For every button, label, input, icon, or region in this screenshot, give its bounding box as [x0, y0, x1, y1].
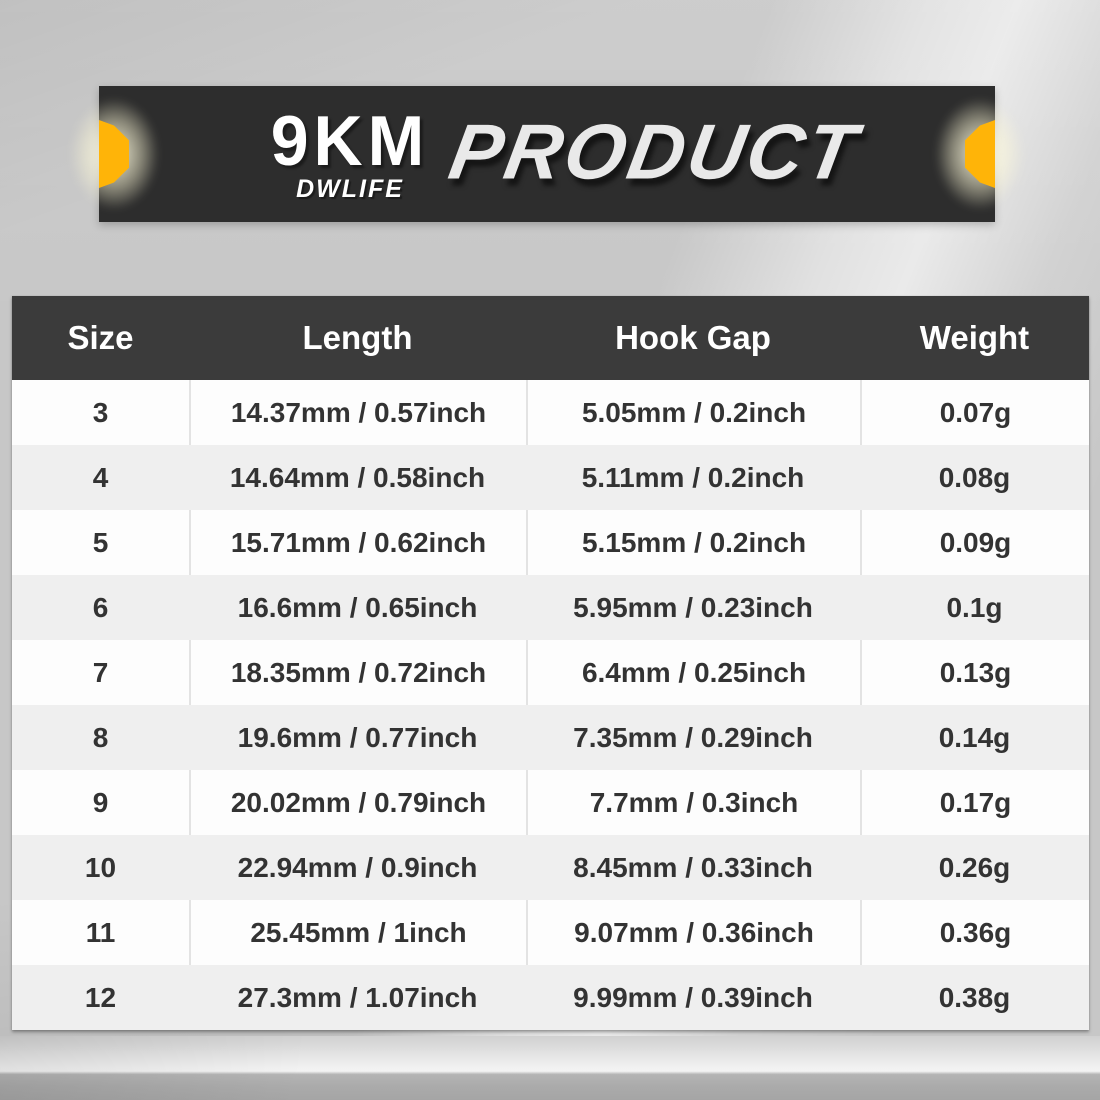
table-cell: 5.11mm / 0.2inch — [526, 445, 860, 510]
table-cell: 7.35mm / 0.29inch — [526, 705, 860, 770]
table-row: 6 16.6mm / 0.65inch 5.95mm / 0.23inch 0.1g — [12, 575, 1089, 640]
table-cell: 15.71mm / 0.62inch — [189, 510, 526, 575]
table-cell: 14.64mm / 0.58inch — [189, 445, 526, 510]
table-cell: 0.08g — [860, 445, 1089, 510]
table-cell: 9 — [12, 770, 189, 835]
table-row: 7 18.35mm / 0.72inch 6.4mm / 0.25inch 0.13g — [12, 640, 1089, 705]
table-header: Size Length Hook Gap Weight — [12, 296, 1089, 380]
table-cell: 6.4mm / 0.25inch — [526, 640, 860, 705]
brand-logo: 9KM DWLIFE — [195, 86, 505, 222]
table-row: 9 20.02mm / 0.79inch 7.7mm / 0.3inch 0.17g — [12, 770, 1089, 835]
table-cell: 0.09g — [860, 510, 1089, 575]
column-header-size: Size — [12, 296, 189, 380]
table-cell: 9.07mm / 0.36inch — [526, 900, 860, 965]
column-header-hook-gap: Hook Gap — [526, 296, 860, 380]
table-row: 8 19.6mm / 0.77inch 7.35mm / 0.29inch 0.14g — [12, 705, 1089, 770]
table-cell: 0.13g — [860, 640, 1089, 705]
table-row: 3 14.37mm / 0.57inch 5.05mm / 0.2inch 0.07g — [12, 380, 1089, 445]
brand-name: 9KM — [270, 100, 430, 181]
brand-subname: DWLIFE — [296, 174, 404, 203]
column-header-weight: Weight — [860, 296, 1089, 380]
table-cell: 12 — [12, 965, 189, 1030]
table-row: 10 22.94mm / 0.9inch 8.45mm / 0.33inch 0.26… — [12, 835, 1089, 900]
banner-title: PRODUCT — [443, 107, 866, 196]
table-cell: 6 — [12, 575, 189, 640]
table-cell: 10 — [12, 835, 189, 900]
table-cell: 0.38g — [860, 965, 1089, 1030]
brand-banner: 9KM DWLIFE PRODUCT — [54, 79, 1040, 229]
hexagon-shape-right-icon — [965, 120, 995, 188]
table-cell: 5 — [12, 510, 189, 575]
table-cell: 3 — [12, 380, 189, 445]
table-row: 4 14.64mm / 0.58inch 5.11mm / 0.2inch 0.08g — [12, 445, 1089, 510]
table-cell: 7.7mm / 0.3inch — [526, 770, 860, 835]
table-row: 12 27.3mm / 1.07inch 9.99mm / 0.39inch 0.38… — [12, 965, 1089, 1030]
table-cell: 25.45mm / 1inch — [189, 900, 526, 965]
hexagon-shape-left-icon — [99, 120, 129, 188]
header-row: Size Length Hook Gap Weight — [12, 296, 1089, 380]
table-cell: 16.6mm / 0.65inch — [189, 575, 526, 640]
table-body: 3 14.37mm / 0.57inch 5.05mm / 0.2inch 0.07g… — [12, 380, 1089, 1030]
table-cell: 4 — [12, 445, 189, 510]
table-cell: 5.95mm / 0.23inch — [526, 575, 860, 640]
table-cell: 27.3mm / 1.07inch — [189, 965, 526, 1030]
table-cell: 18.35mm / 0.72inch — [189, 640, 526, 705]
table-cell: 9.99mm / 0.39inch — [526, 965, 860, 1030]
accent-hexagon-left — [54, 79, 174, 229]
table-cell: 11 — [12, 900, 189, 965]
column-header-length: Length — [189, 296, 526, 380]
table-cell: 0.07g — [860, 380, 1089, 445]
table-cell: 0.26g — [860, 835, 1089, 900]
floor-surface — [0, 1036, 1100, 1100]
spec-table: Size Length Hook Gap Weight 3 14.37mm / 0… — [12, 296, 1089, 1030]
table-cell: 7 — [12, 640, 189, 705]
table-cell: 5.05mm / 0.2inch — [526, 380, 860, 445]
table-cell: 5.15mm / 0.2inch — [526, 510, 860, 575]
accent-hexagon-right — [920, 79, 1040, 229]
table-cell: 0.36g — [860, 900, 1089, 965]
table-cell: 0.17g — [860, 770, 1089, 835]
table-cell: 0.1g — [860, 575, 1089, 640]
table-row: 5 15.71mm / 0.62inch 5.15mm / 0.2inch 0.09g — [12, 510, 1089, 575]
table-cell: 20.02mm / 0.79inch — [189, 770, 526, 835]
table-row: 11 25.45mm / 1inch 9.07mm / 0.36inch 0.36g — [12, 900, 1089, 965]
table-cell: 0.14g — [860, 705, 1089, 770]
table-cell: 8 — [12, 705, 189, 770]
table-cell: 22.94mm / 0.9inch — [189, 835, 526, 900]
table-cell: 14.37mm / 0.57inch — [189, 380, 526, 445]
table-cell: 8.45mm / 0.33inch — [526, 835, 860, 900]
table-cell: 19.6mm / 0.77inch — [189, 705, 526, 770]
